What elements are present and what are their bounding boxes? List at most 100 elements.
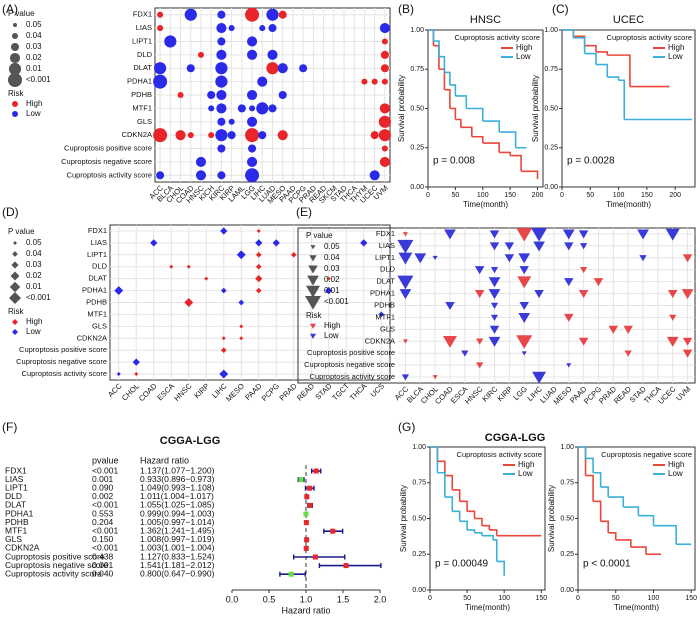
triangle bbox=[402, 339, 408, 344]
legend-label: High bbox=[518, 460, 534, 469]
survival-step bbox=[653, 524, 677, 545]
legend-label: High bbox=[668, 43, 684, 52]
survival-step bbox=[608, 496, 625, 508]
triangle bbox=[307, 275, 319, 286]
triangle bbox=[474, 266, 485, 275]
survival-step bbox=[624, 54, 631, 87]
survival-step bbox=[437, 460, 446, 476]
triangle bbox=[432, 255, 438, 261]
diamond bbox=[13, 241, 17, 245]
dot bbox=[195, 156, 207, 167]
diamond bbox=[11, 261, 19, 269]
dot bbox=[207, 90, 216, 100]
dot bbox=[187, 132, 194, 139]
triangle bbox=[624, 350, 632, 357]
legend-label: High bbox=[516, 43, 532, 52]
survival-step bbox=[455, 118, 462, 128]
legend-label: <0.001 bbox=[26, 75, 51, 84]
y-tick-label: LIAS bbox=[379, 241, 395, 250]
column-header: pvalue bbox=[92, 455, 119, 465]
survival-step bbox=[593, 471, 602, 488]
survival-step bbox=[455, 95, 468, 109]
survival-step bbox=[510, 154, 522, 172]
row-label: PDHB bbox=[5, 517, 29, 527]
triangle bbox=[667, 290, 678, 299]
column-header: Hazard ratio bbox=[140, 455, 189, 465]
survival-step bbox=[481, 524, 491, 530]
hazard-ratio-label: 1.541(1.181−2.012) bbox=[140, 560, 215, 570]
x-tick-label: 50 bbox=[586, 192, 594, 199]
dot bbox=[380, 64, 389, 73]
legend-label: 0.04 bbox=[26, 249, 42, 258]
group-title: CGGA-LGG bbox=[485, 432, 546, 444]
row-label: PDHA1 bbox=[5, 508, 34, 518]
panel-label: (E) bbox=[296, 205, 312, 219]
dot bbox=[216, 103, 227, 114]
row-label: LIAS bbox=[5, 474, 24, 484]
panel-label: (D) bbox=[2, 205, 19, 219]
survival-step bbox=[430, 446, 439, 462]
survival-step bbox=[460, 126, 473, 137]
y-tick-label: PDHA1 bbox=[370, 289, 395, 298]
row-label: MTF1 bbox=[5, 525, 27, 535]
legend-label: 0.01 bbox=[324, 286, 340, 295]
survival-step bbox=[437, 471, 446, 498]
legend-label: 0.02 bbox=[26, 271, 42, 280]
dot bbox=[8, 62, 22, 76]
y-axis-label: Survival probability bbox=[547, 485, 556, 552]
dot bbox=[11, 32, 19, 40]
survival-step bbox=[433, 44, 440, 70]
y-tick-label: CDKN2A bbox=[122, 130, 152, 139]
y-tick-label: 0.25 bbox=[412, 551, 426, 558]
dot bbox=[268, 24, 277, 33]
y-tick-label: 0.50 bbox=[412, 515, 426, 522]
hazard-ratio-point bbox=[312, 554, 318, 560]
legend-label: 0.01 bbox=[26, 64, 42, 73]
y-tick-label: Cuproptosis negative score bbox=[304, 360, 395, 369]
dot bbox=[8, 73, 22, 87]
row-label: DLD bbox=[5, 491, 22, 501]
triangle bbox=[608, 325, 619, 334]
diamond bbox=[256, 228, 261, 233]
triangle bbox=[489, 230, 500, 239]
dot bbox=[228, 118, 235, 125]
dot bbox=[156, 171, 165, 180]
x-tick-label: PRAD bbox=[277, 381, 299, 403]
x-tick-label: 200 bbox=[669, 192, 681, 199]
y-tick-label: 1.00 bbox=[412, 444, 426, 451]
diamond bbox=[239, 324, 244, 329]
triangle bbox=[518, 313, 531, 323]
triangle bbox=[521, 351, 527, 356]
legend-label: 0.02 bbox=[26, 53, 42, 62]
hazard-ratio-point bbox=[303, 545, 309, 551]
dot bbox=[197, 51, 204, 58]
y-tick-label: LIPT1 bbox=[375, 253, 395, 262]
hazard-ratio-label: 1.127(0.833−1.524) bbox=[140, 551, 215, 561]
dot bbox=[13, 23, 17, 27]
y-tick-label: GLS bbox=[380, 324, 395, 333]
dot bbox=[247, 156, 258, 167]
p-value: <0.001 bbox=[92, 525, 119, 535]
triangle bbox=[578, 230, 589, 239]
dot bbox=[277, 130, 288, 141]
triangle bbox=[476, 338, 484, 345]
diamond bbox=[220, 227, 228, 235]
diamond bbox=[238, 299, 245, 306]
diamond bbox=[12, 329, 18, 335]
triangle bbox=[564, 242, 574, 251]
survival-step bbox=[496, 560, 505, 576]
triangle bbox=[461, 350, 469, 357]
x-tick-label: KIRP bbox=[495, 384, 514, 403]
triangle bbox=[399, 289, 412, 300]
triangle bbox=[445, 301, 455, 311]
diamond bbox=[10, 271, 20, 281]
p-value-annotation: p = 0.00049 bbox=[435, 559, 489, 570]
dot bbox=[154, 62, 167, 75]
dot bbox=[247, 49, 258, 60]
x-axis-label: Hazard ratio bbox=[281, 605, 330, 615]
survival-step bbox=[467, 529, 476, 533]
survival-step bbox=[573, 37, 586, 54]
y-tick-label: 0.00 bbox=[560, 587, 574, 594]
triangle bbox=[665, 228, 680, 241]
diamond bbox=[116, 372, 121, 377]
